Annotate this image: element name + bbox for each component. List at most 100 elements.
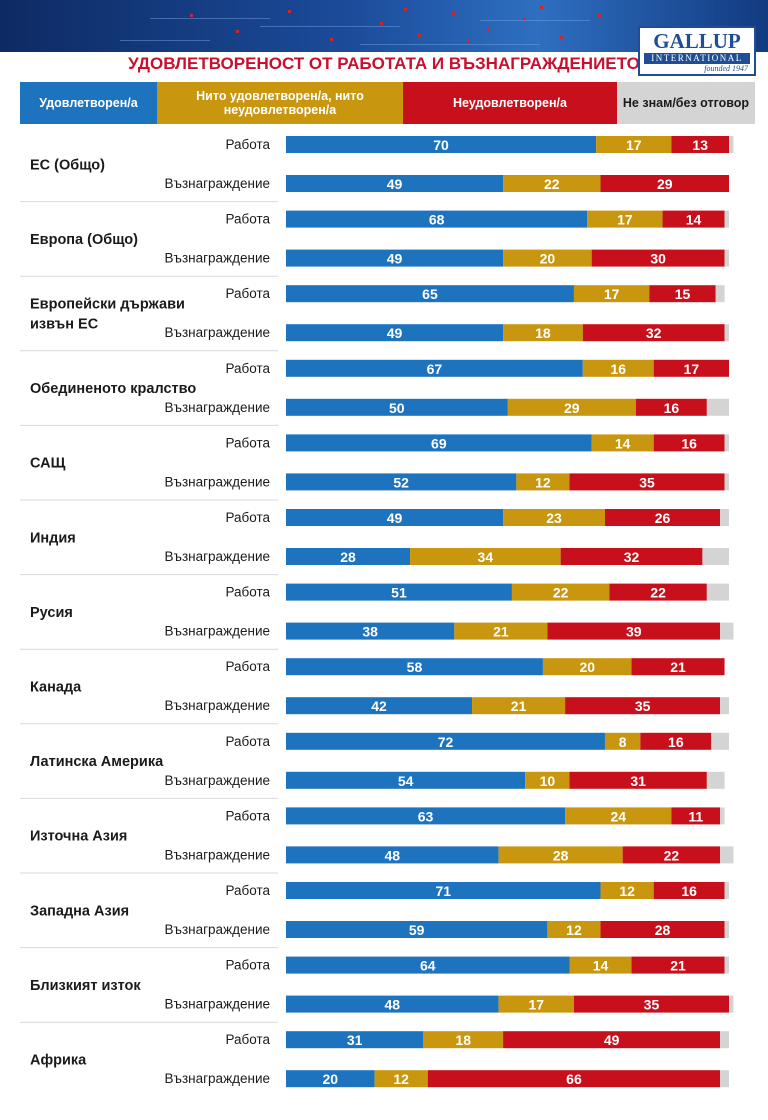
bar-segment-satisfied [286, 658, 543, 676]
bar-segment-dont-know [724, 956, 729, 974]
legend-satisfied-label: Удовлетворен/а [39, 96, 138, 110]
bar-segment-satisfied [286, 285, 574, 303]
bar-segment-dissatisfied [582, 324, 725, 342]
row-label-pay: Възнаграждение [165, 400, 270, 415]
bar-segment-dont-know [702, 548, 729, 565]
bar-segment-satisfied [286, 882, 601, 899]
data-label-neutral: 29 [564, 400, 580, 416]
data-label-dissatisfied: 29 [657, 176, 673, 192]
bar-segment-neutral [600, 882, 654, 899]
bar-segment-satisfied [286, 359, 583, 377]
bar-segment-dissatisfied [640, 732, 712, 750]
bar-segment-satisfied [286, 175, 504, 192]
row-label-work: Работа [225, 958, 270, 973]
bar-segment-dont-know [724, 434, 729, 452]
data-label-dissatisfied: 16 [668, 734, 684, 750]
data-label-satisfied: 68 [429, 212, 445, 228]
region-label: Европейски държави [30, 297, 185, 313]
data-label-dissatisfied: 39 [626, 624, 642, 640]
legend-neutral-label: Нито удовлетворен/а, нито неудовлетворен… [196, 89, 364, 117]
bar-segment-satisfied [286, 548, 411, 565]
bar-segment-neutral [582, 359, 654, 377]
region-label: Близкият изток [30, 978, 141, 994]
data-label-neutral: 17 [604, 286, 620, 302]
data-label-satisfied: 49 [387, 510, 403, 526]
data-label-dissatisfied: 22 [664, 847, 680, 863]
bar-segment-dissatisfied [569, 771, 707, 789]
bar-segment-dont-know [706, 771, 725, 789]
bar-segment-neutral [472, 697, 566, 715]
region-label: Канада [30, 680, 82, 696]
bar-segment-dissatisfied [427, 1070, 721, 1088]
data-label-neutral: 21 [493, 624, 509, 640]
bar-segment-neutral [498, 846, 623, 864]
legend-dissatisfied: Неудовлетворен/а [403, 82, 617, 124]
data-label-dissatisfied: 35 [635, 698, 651, 714]
row-label-pay: Възнаграждение [165, 997, 270, 1012]
bar-segment-dont-know [720, 697, 729, 715]
data-label-dissatisfied: 49 [604, 1032, 620, 1048]
data-label-satisfied: 58 [407, 659, 423, 675]
data-label-satisfied: 49 [387, 325, 403, 341]
bar-segment-dissatisfied [565, 697, 721, 715]
row-label-pay: Възнаграждение [165, 1071, 270, 1086]
bar-segment-dissatisfied [653, 882, 725, 899]
data-label-dissatisfied: 30 [650, 251, 666, 267]
bar-segment-satisfied [286, 807, 566, 825]
bar-segment-satisfied [286, 771, 526, 789]
data-label-dissatisfied: 35 [644, 997, 660, 1013]
data-label-satisfied: 50 [389, 400, 405, 416]
data-label-dissatisfied: 16 [664, 400, 680, 416]
data-label-dissatisfied: 21 [670, 659, 686, 675]
data-label-satisfied: 65 [422, 286, 438, 302]
row-label-work: Работа [225, 361, 270, 376]
bar-segment-dissatisfied [560, 548, 703, 565]
data-label-dissatisfied: 16 [681, 883, 697, 899]
data-label-satisfied: 72 [438, 734, 454, 750]
bar-segment-dont-know [720, 509, 729, 526]
region-label: Източна Азия [30, 829, 127, 845]
region-label: Африка [30, 1053, 87, 1069]
bar-segment-neutral [498, 995, 574, 1013]
bar-segment-dissatisfied [573, 995, 729, 1013]
bar-segment-dissatisfied [631, 658, 725, 676]
chart-title: УДОВЛЕТВОРЕНОСТ ОТ РАБОТАТА И ВЪЗНАГРАЖД… [128, 54, 640, 73]
bar-segment-dont-know [706, 398, 729, 416]
bar-segment-neutral [604, 732, 641, 750]
bar-segment-dissatisfied [609, 583, 707, 601]
bar-segment-dont-know [720, 1031, 729, 1049]
data-label-neutral: 23 [546, 510, 562, 526]
data-label-satisfied: 28 [340, 549, 356, 565]
row-label-work: Работа [225, 659, 270, 674]
bar-segment-neutral [511, 583, 610, 601]
bar-segment-dont-know [724, 210, 729, 228]
bar-segment-neutral [454, 622, 548, 640]
data-label-satisfied: 67 [427, 361, 443, 377]
bar-segment-neutral [591, 434, 654, 452]
bar-segment-satisfied [286, 473, 517, 491]
data-label-dissatisfied: 15 [675, 286, 691, 302]
region-label: Европа (Общо) [30, 232, 138, 248]
bar-segment-dissatisfied [547, 622, 721, 640]
row-label-work: Работа [225, 585, 270, 600]
bar-segment-dont-know [724, 249, 729, 267]
bar-segment-neutral [374, 1070, 428, 1088]
data-label-dissatisfied: 66 [566, 1071, 582, 1087]
row-label-pay: Възнаграждение [165, 176, 270, 191]
row-label-pay: Възнаграждение [165, 251, 270, 266]
data-label-neutral: 21 [511, 698, 527, 714]
bar-segment-neutral [516, 473, 570, 491]
bar-segment-satisfied [286, 956, 570, 974]
bar-segment-dont-know [720, 807, 725, 825]
logo-name: GALLUP [653, 29, 741, 53]
region-label: Русия [30, 605, 73, 621]
bar-segment-dissatisfied [622, 846, 721, 864]
row-label-work: Работа [225, 435, 270, 450]
data-label-neutral: 22 [553, 585, 569, 601]
bar-segment-satisfied [286, 1070, 375, 1088]
data-label-satisfied: 51 [391, 585, 407, 601]
legend-dissatisfied-label: Неудовлетворен/а [453, 96, 567, 110]
bar-segment-dont-know [706, 583, 729, 601]
data-label-satisfied: 70 [433, 137, 449, 153]
bar-segment-dissatisfied [569, 473, 725, 491]
